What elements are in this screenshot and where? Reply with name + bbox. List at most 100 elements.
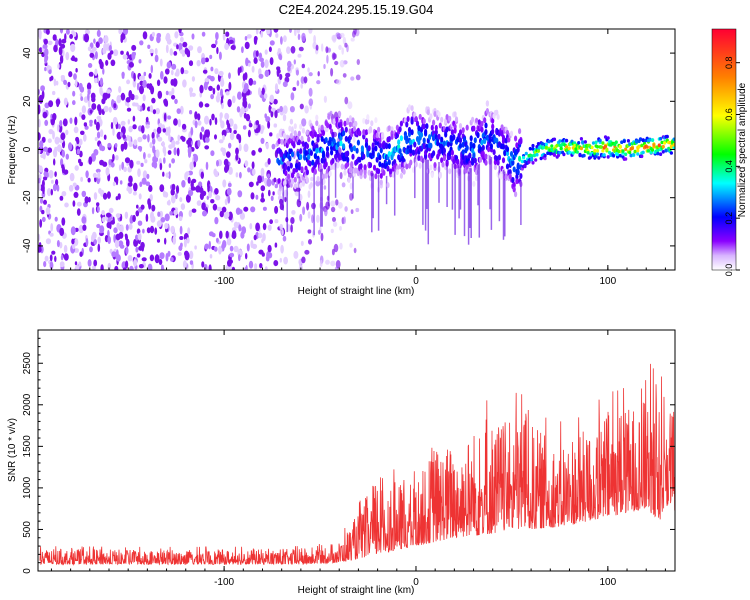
heatmap-noise-cell [72,100,76,106]
heatmap-noise-cell [128,141,133,148]
heatmap-noise-cell [79,161,83,167]
heatmap-signal-cell [515,142,519,149]
heatmap-noise-cell [146,227,151,234]
heatmap-signal-cell [405,121,409,128]
heatmap-noise-cell [38,118,41,128]
heatmap-noise-cell [105,167,110,176]
heatmap-noise-cell [106,42,110,52]
colorbar-tick-label: 0.4 [724,160,734,173]
heatmap-noise-cell [126,102,130,107]
heatmap-noise-cell [49,232,54,237]
heatmap-noise-cell [120,92,126,101]
heatmap-noise-cell [185,171,190,177]
heatmap-noise-cell [330,206,336,213]
heatmap-noise-cell [237,67,241,76]
heatmap-signal-cell [379,172,383,179]
heatmap-signal-cell [395,165,399,171]
heatmap-noise-cell [171,195,176,204]
heatmap-noise-cell [156,238,161,243]
heatmap-noise-cell [108,106,112,113]
heatmap-noise-cell [74,79,78,88]
heatmap-noise-cell [279,223,284,231]
heatmap-noise-cell [231,230,237,240]
heatmap-noise-cell [335,199,339,206]
heatmap-noise-cell [323,95,327,103]
heatmap-signal-cell [433,111,437,117]
heatmap-signal-cell [284,170,288,177]
heatmap-signal-cell [425,123,429,130]
heatmap-signal-cell [409,139,413,146]
heatmap-signal-cell [532,153,537,158]
heatmap-noise-cell [216,206,223,212]
heatmap-noise-cell [103,105,109,113]
heatmap-noise-cell [251,161,255,169]
heatmap-signal-cell [665,134,669,139]
heatmap-noise-cell [92,172,97,178]
heatmap-noise-cell [301,32,306,42]
heatmap-noise-cell [132,79,137,88]
heatmap-noise-cell [173,147,177,156]
heatmap-noise-cell [205,161,209,171]
heatmap-noise-cell [277,69,281,74]
heatmap-noise-cell [112,116,118,125]
heatmap-noise-cell [100,264,104,270]
heatmap-noise-cell [317,71,320,77]
heatmap-signal-cell [461,154,465,161]
heatmap-noise-cell [102,67,105,75]
heatmap-noise-cell [267,224,272,231]
heatmap-noise-cell [242,88,247,94]
heatmap-noise-cell [247,103,251,109]
heatmap-noise-cell [251,243,258,249]
heatmap-noise-cell [297,33,301,41]
heatmap-noise-cell [142,134,147,140]
heatmap-noise-cell [307,190,311,198]
heatmap-noise-cell [269,94,275,104]
heatmap-signal-cell [599,145,604,149]
heatmap-noise-cell [264,69,270,77]
heatmap-noise-cell [107,262,112,270]
heatmap-noise-cell [146,173,150,180]
heatmap-signal-cell [319,163,323,170]
heatmap-noise-cell [326,54,329,64]
heatmap-signal-cell [339,121,343,128]
heatmap-noise-cell [57,63,60,69]
heatmap-noise-cell [155,107,160,115]
heatmap-noise-cell [159,184,165,193]
heatmap-noise-cell [107,236,111,244]
heatmap-noise-cell [137,168,141,178]
heatmap-noise-cell [224,198,228,206]
heatmap-signal-cell [491,128,495,135]
heatmap-signal-cell [484,122,488,129]
snr-series-line [39,363,675,566]
heatmap-signal-cell [567,146,571,151]
heatmap-noise-cell [316,214,320,223]
heatmap-noise-cell [46,64,51,71]
heatmap-noise-cell [323,185,327,190]
heatmap-signal-cell [496,159,500,166]
heatmap-noise-cell [151,31,155,37]
heatmap-signal-cell [669,151,674,155]
heatmap-noise-cell [56,124,60,132]
heatmap-noise-cell [135,246,139,253]
heatmap-signal-cell [372,164,377,171]
heatmap-noise-cell [170,225,175,234]
heatmap-signal-cell [280,138,284,145]
heatmap-noise-cell [138,59,142,64]
heatmap-signal-cell [450,129,454,136]
heatmap-noise-cell [293,29,297,36]
heatmap-signal-cell [473,157,477,164]
heatmap-signal-cell [422,118,426,125]
heatmap-noise-cell [148,201,152,210]
heatmap-signal-cell [300,135,304,142]
heatmap-noise-cell [218,70,224,77]
heatmap-signal-cell [488,137,492,144]
heatmap-noise-cell [232,95,236,104]
heatmap-noise-cell [202,69,208,74]
heatmap-signal-cell [552,153,557,157]
heatmap-noise-cell [335,260,341,269]
heatmap-noise-cell [255,29,259,35]
heatmap-signal-cell [368,127,373,134]
heatmap-noise-cell [55,98,61,106]
heatmap-noise-cell [296,80,300,87]
heatmap-noise-cell [76,148,81,155]
